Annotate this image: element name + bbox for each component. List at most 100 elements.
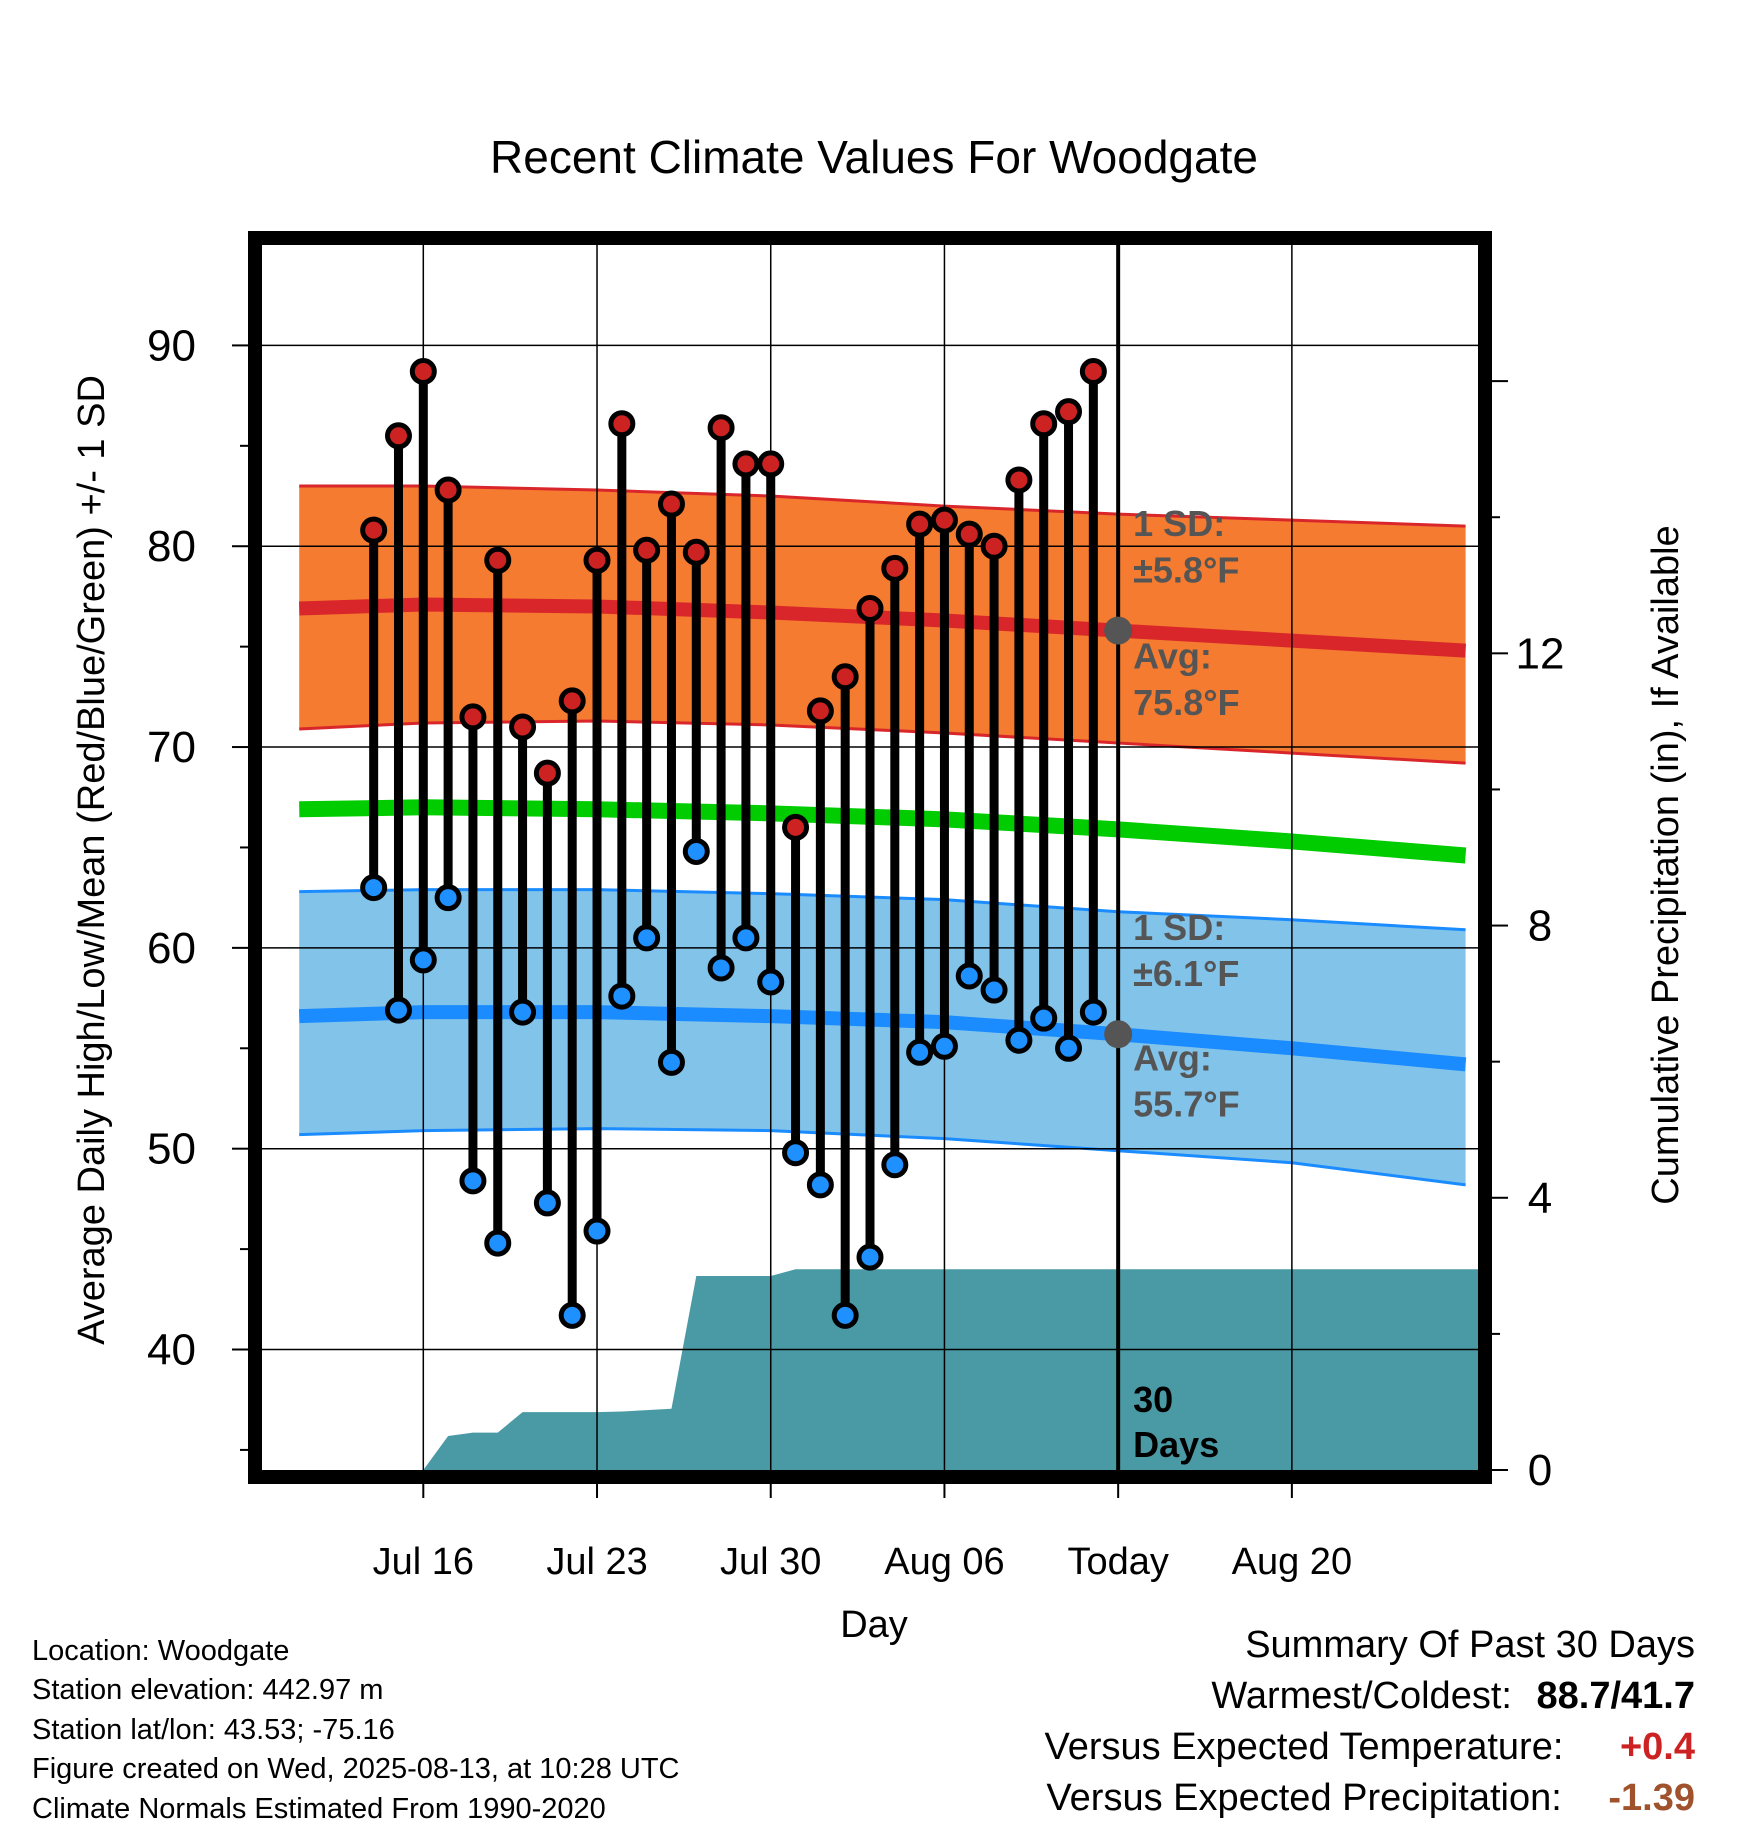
daily-high-point (881, 554, 909, 582)
info-latlon: Station lat/lon: 43.53; -75.16 (32, 1714, 395, 1746)
x-tick-label: Jul 16 (373, 1541, 474, 1583)
daily-high-point (732, 450, 760, 478)
daily-high-point (980, 532, 1008, 560)
summary-precip-row: Versus Expected Precipitation: -1.39 (1046, 1779, 1695, 1817)
daily-high-point (509, 713, 537, 741)
daily-low-point (1055, 1034, 1083, 1062)
x-tick-label: Today (1067, 1541, 1168, 1583)
daily-high-point (360, 516, 388, 544)
daily-high-point (806, 697, 834, 725)
chart-title: Recent Climate Values For Woodgate (490, 131, 1258, 183)
low-sd-band-lower-edge (299, 1127, 1466, 1187)
daily-low-point (732, 924, 760, 952)
summary-warmest-label: Warmest/Coldest: (1211, 1675, 1512, 1717)
low-sd-value: ±6.1°F (1133, 953, 1239, 994)
window-label-number: 30 (1133, 1379, 1173, 1420)
y2-axis-label: Cumulative Precipitation (in), If Availa… (1645, 525, 1687, 1204)
x-tick-label: Aug 06 (884, 1541, 1004, 1583)
daily-high-point (1005, 466, 1033, 494)
info-location: Location: Woodgate (32, 1635, 290, 1667)
summary-temp-label: Versus Expected Temperature: (1044, 1726, 1564, 1768)
daily-low-point (831, 1301, 859, 1329)
y2-tick-label: 12 (1516, 629, 1565, 678)
today-high-avg-marker (1104, 616, 1133, 645)
info-normals: Climate Normals Estimated From 1990-2020 (32, 1793, 606, 1825)
low-avg-value: 55.7°F (1133, 1084, 1239, 1125)
daily-high-point (782, 813, 810, 841)
info-created: Figure created on Wed, 2025-08-13, at 10… (32, 1753, 680, 1785)
high-sd-label: 1 SD: (1133, 503, 1225, 544)
daily-low-point (707, 954, 735, 982)
info-elevation: Station elevation: 442.97 m (32, 1674, 384, 1706)
daily-low-point (583, 1217, 611, 1245)
daily-low-point (1030, 1004, 1058, 1032)
daily-low-point (608, 982, 636, 1010)
daily-high-point (484, 546, 512, 574)
daily-low-point (633, 924, 661, 952)
daily-high-point (1030, 410, 1058, 438)
x-axis-label: Day (840, 1604, 908, 1646)
daily-high-point (955, 520, 983, 548)
low-avg-label: Avg: (1133, 1037, 1212, 1078)
daily-high-point (682, 538, 710, 566)
daily-high-point (583, 546, 611, 574)
x-tick-label: Jul 23 (546, 1541, 647, 1583)
daily-low-point (384, 996, 412, 1024)
daily-low-point (558, 1301, 586, 1329)
summary-temp-value: +0.4 (1619, 1726, 1695, 1768)
daily-low-point (806, 1171, 834, 1199)
daily-low-point (757, 968, 785, 996)
daily-low-point (1079, 998, 1107, 1026)
y-tick-label: 90 (147, 321, 196, 370)
daily-high-point (856, 594, 884, 622)
daily-low-point (657, 1048, 685, 1076)
daily-high-point (757, 450, 785, 478)
daily-high-point (608, 410, 636, 438)
daily-high-point (1055, 398, 1083, 426)
daily-low-point (484, 1229, 512, 1257)
daily-high-point (707, 414, 735, 442)
daily-high-point (409, 358, 437, 386)
summary-warmest-row: Warmest/Coldest: 88.7/41.7 (1211, 1677, 1695, 1715)
daily-high-point (930, 506, 958, 534)
daily-low-point (930, 1032, 958, 1060)
low-sd-band (299, 889, 1466, 1185)
plot-frame (248, 231, 1492, 1484)
x-tick-label: Aug 20 (1232, 1541, 1352, 1583)
y-tick-label: 40 (147, 1326, 196, 1375)
daily-low-point (360, 874, 388, 902)
daily-high-point (906, 510, 934, 538)
daily-low-point (980, 976, 1008, 1004)
daily-high-point (831, 663, 859, 691)
daily-low-point (782, 1139, 810, 1167)
daily-low-point (409, 946, 437, 974)
daily-low-point (434, 884, 462, 912)
summary-temp-row: Versus Expected Temperature: +0.4 (1044, 1728, 1695, 1766)
y-tick-label: 50 (147, 1125, 196, 1174)
daily-high-point (1079, 358, 1107, 386)
x-tick-label: Jul 30 (720, 1541, 821, 1583)
daily-low-point (1005, 1026, 1033, 1054)
today-low-avg-marker (1104, 1020, 1133, 1049)
plot-layer (262, 245, 1478, 1470)
y-axis-label: Average Daily High/Low/Mean (Red/Blue/Gr… (71, 375, 113, 1345)
daily-low-point (533, 1189, 561, 1217)
y2-tick-label: 0 (1528, 1446, 1552, 1495)
y-tick-label: 80 (147, 522, 196, 571)
daily-high-point (459, 703, 487, 731)
daily-high-point (434, 476, 462, 504)
daily-high-point (633, 536, 661, 564)
daily-high-point (657, 490, 685, 518)
summary-title: Summary Of Past 30 Days (1245, 1624, 1695, 1666)
y2-tick-label: 8 (1528, 902, 1552, 951)
daily-high-point (558, 687, 586, 715)
y-tick-label: 60 (147, 924, 196, 973)
daily-low-point (459, 1167, 487, 1195)
daily-low-point (955, 962, 983, 990)
daily-low-point (881, 1151, 909, 1179)
high-avg-value: 75.8°F (1133, 682, 1239, 723)
low-sd-label: 1 SD: (1133, 907, 1225, 948)
daily-low-point (906, 1038, 934, 1066)
precip-area (423, 1269, 1478, 1470)
